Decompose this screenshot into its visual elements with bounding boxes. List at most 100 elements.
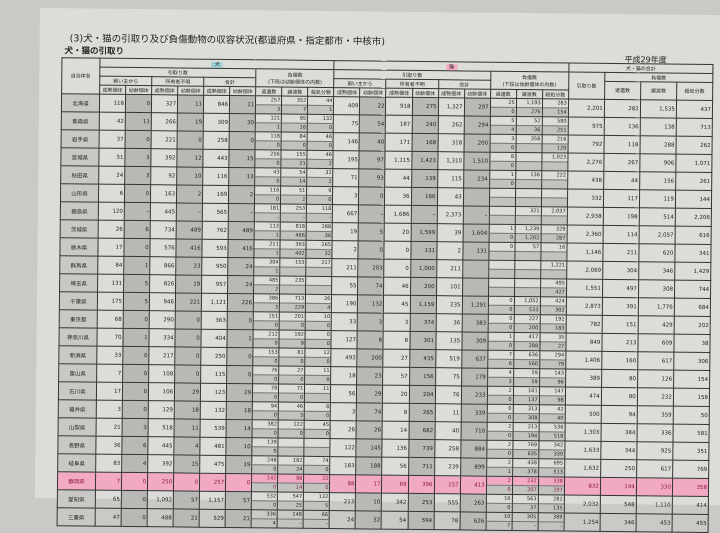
- dog_inj-juvenile: 36: [306, 230, 333, 241]
- total-cell: 80: [601, 387, 638, 406]
- dog-cell: 10: [226, 437, 253, 456]
- cat-cell: 739: [408, 439, 435, 458]
- cat_inj-juvenile: 27: [540, 341, 566, 351]
- total-cell: 2,069: [566, 261, 603, 280]
- cat-cell: 262: [437, 115, 464, 134]
- dog-cell: 257: [199, 473, 226, 492]
- dog_inj-juvenile: 0: [279, 392, 305, 402]
- dog-cell: 258: [203, 131, 230, 150]
- dog_inj-juvenile: 0: [307, 122, 334, 133]
- dog_inj-cell: 44 1: [307, 96, 334, 115]
- cat-cell: 342: [381, 493, 408, 512]
- cat-cell: 203: [358, 258, 385, 278]
- dog-cell: 226: [227, 293, 254, 312]
- dog-cell: 416: [176, 238, 203, 258]
- total-cell: 620: [638, 243, 675, 263]
- cat_inj-juvenile: 40: [539, 413, 565, 423]
- cat_inj-cell: 10 7: [485, 512, 512, 531]
- dog_inj-total: 386: [268, 295, 279, 302]
- dog-cell: 33: [96, 346, 124, 365]
- cat-cell: 183: [330, 456, 357, 475]
- cat_inj-juvenile: 0: [488, 340, 514, 350]
- dog_inj-cell: 386 3: [253, 293, 280, 313]
- cat-cell: 156: [409, 367, 436, 386]
- cat_inj-cell: 192 183: [539, 314, 567, 334]
- cat_inj-total: 495: [555, 280, 565, 287]
- dog-cell: 65: [95, 490, 122, 509]
- header-region: 自治体名: [61, 57, 101, 95]
- header-returned: 返還数: [255, 86, 282, 97]
- total-cell: 1,110: [636, 495, 673, 515]
- dog-cell: 0: [226, 347, 254, 366]
- region-name: 埼玉県: [59, 273, 98, 293]
- dog_inj-juvenile: 0: [255, 194, 281, 204]
- cat_inj-total: 1: [510, 171, 514, 178]
- dog_inj-juvenile: 0: [255, 158, 281, 168]
- cat_inj-juvenile: –: [512, 520, 538, 531]
- cat_inj-cell: 338 207: [538, 476, 565, 496]
- total-cell: 2,032: [564, 495, 601, 514]
- cat-cell: 122: [330, 438, 357, 457]
- total-cell: 782: [565, 315, 603, 334]
- cat_inj-cell: 282 135: [537, 494, 565, 514]
- region-name: 岩手県: [61, 129, 100, 149]
- cat-cell: [462, 259, 489, 279]
- dog-cell: 17: [96, 382, 123, 401]
- dog-cell: 6: [121, 436, 149, 455]
- dog_inj-cell: 201 0: [279, 312, 306, 331]
- total-cell: 2,206: [675, 208, 712, 227]
- cat_inj-juvenile: 59: [513, 376, 539, 387]
- dog_inj-cell: 11 0: [304, 366, 332, 385]
- dog_inj-cell: 288 36: [306, 222, 333, 241]
- cat-cell: 8: [382, 403, 409, 422]
- cat_inj-total: 2: [508, 387, 512, 394]
- cat-cell: 22: [359, 96, 387, 116]
- dog_inj-juvenile: 26: [281, 122, 308, 132]
- header-adult: 成熟個体: [386, 88, 413, 98]
- region-name: 山梨県: [58, 417, 97, 437]
- dog-cell: 404: [201, 329, 228, 348]
- cat-cell: 294: [463, 115, 490, 135]
- cat_inj-total: 338: [553, 478, 563, 485]
- dog_inj-total: 151: [268, 313, 279, 320]
- total-cell: 2,938: [567, 207, 604, 226]
- total-cell: 144: [600, 477, 637, 496]
- cat_inj-juvenile: 308: [513, 412, 539, 423]
- dog-cell: 0: [123, 310, 150, 329]
- dog-cell: 734: [150, 220, 177, 239]
- cat_inj-juvenile: 288: [514, 340, 540, 351]
- dog_inj-juvenile: 2: [307, 176, 333, 187]
- dog_inj-juvenile: [278, 446, 304, 456]
- cat-cell: 318: [437, 133, 464, 152]
- cat-cell: 0: [384, 259, 411, 278]
- cat_inj-cell: 16: [540, 242, 567, 262]
- cat_inj-cell: [488, 260, 515, 279]
- cat-cell: 383: [461, 313, 488, 333]
- header-juvenile: 幼齢個体: [360, 87, 387, 98]
- cat-cell: 71: [333, 168, 360, 187]
- cat_inj-cell: 1,052 533: [513, 296, 541, 315]
- cat-cell: 253: [407, 493, 434, 512]
- cat_inj-total: 0: [509, 297, 513, 304]
- dog_inj-juvenile: 0: [253, 374, 279, 384]
- dog-cell: 0: [122, 400, 149, 419]
- cat_inj-cell: 136: [515, 170, 542, 189]
- dog_inj-cell: [304, 438, 331, 457]
- cat-cell: 5: [358, 222, 385, 242]
- total-cell: 389: [565, 369, 602, 388]
- dog-cell: 475: [199, 455, 227, 474]
- dog-cell: 11: [174, 418, 201, 438]
- dog_inj-cell: 78 0: [252, 383, 279, 403]
- cat-cell: 235: [435, 295, 463, 314]
- cat_inj-juvenile: 427: [540, 287, 566, 297]
- cat_inj-cell: [488, 278, 515, 297]
- total-cell: 453: [635, 513, 673, 533]
- cat_inj-juvenile: 129: [542, 143, 568, 153]
- total-cell: 336: [636, 423, 674, 443]
- dog_inj-juvenile: [280, 284, 306, 294]
- cat_inj-cell: 636 560: [513, 350, 540, 369]
- dog_inj-cell: 26 4: [305, 294, 332, 313]
- cat-cell: 213: [329, 492, 356, 511]
